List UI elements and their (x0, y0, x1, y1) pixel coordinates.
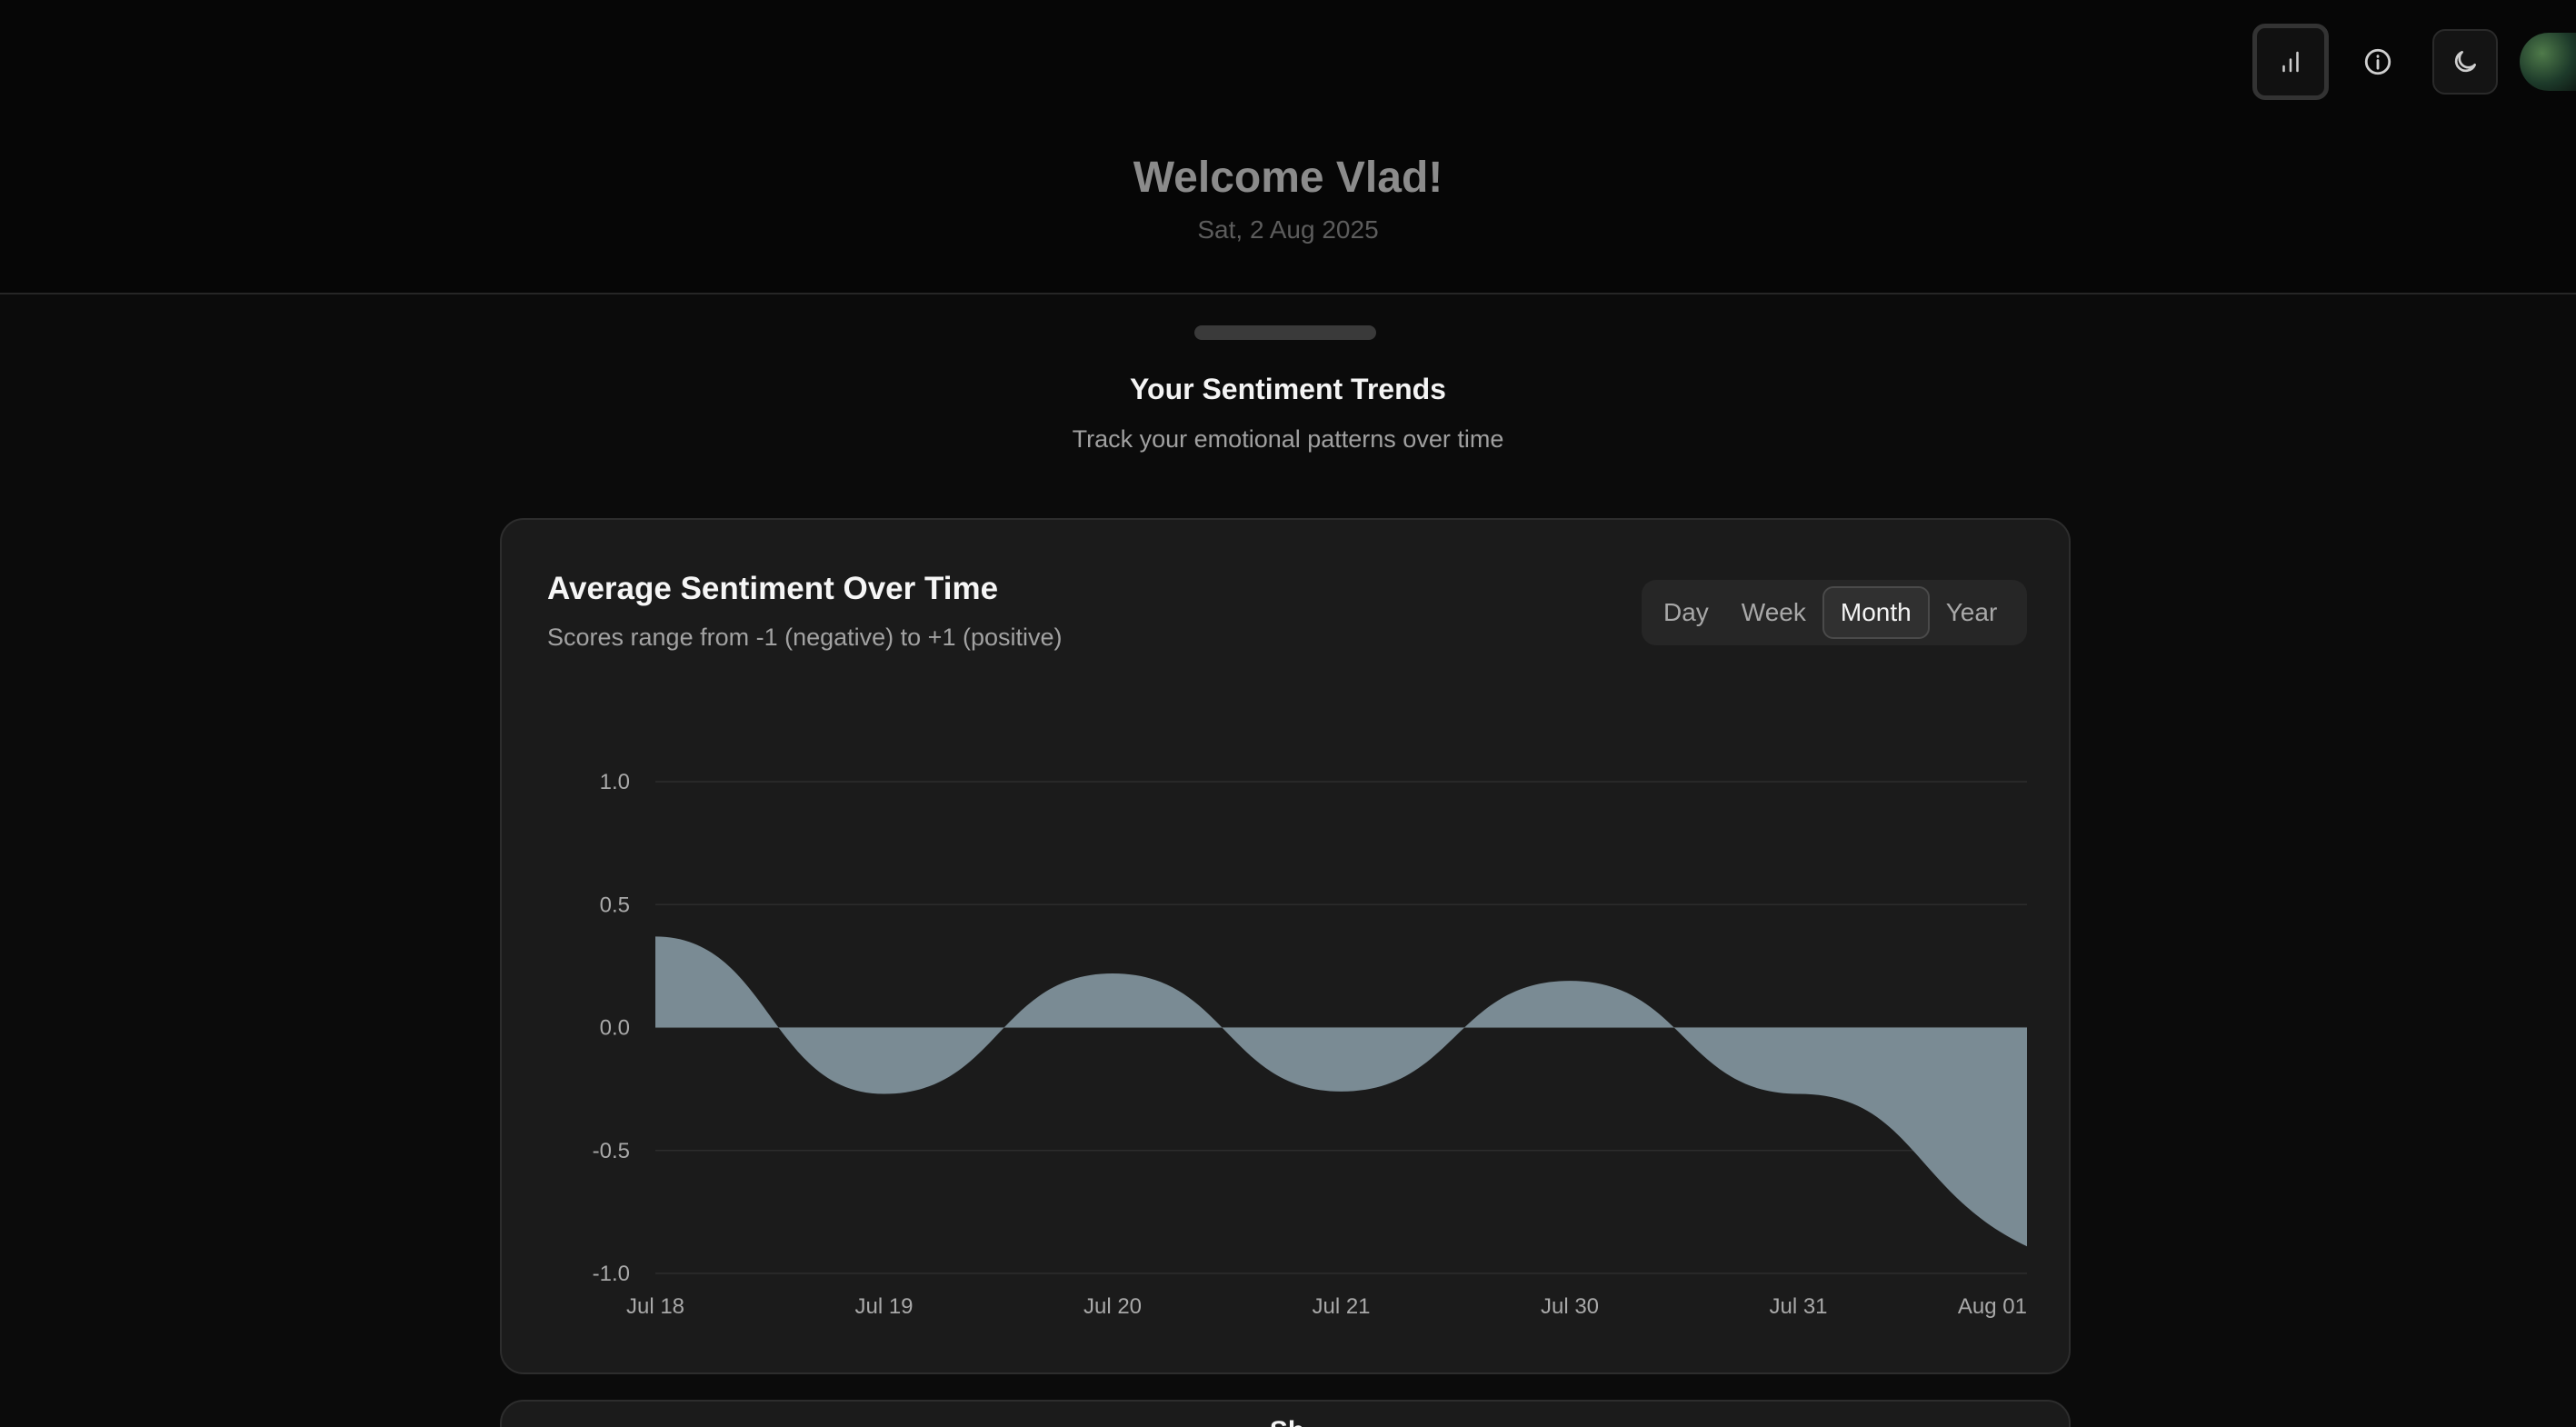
y-tick-label: -0.5 (593, 1139, 630, 1163)
sentiment-area-chart: 1.0 0.5 0.0 -0.5 -1.0 Jul 18 Jul 19 Jul 20 Jul 2… (593, 770, 2027, 1319)
x-tick-label: Jul 19 (854, 1294, 913, 1319)
x-tick-label: Jul 30 (1541, 1294, 1599, 1319)
range-day[interactable]: Day (1663, 598, 1709, 626)
moon-icon (2454, 51, 2476, 73)
range-week[interactable]: Week (1741, 598, 1806, 626)
sheet-subtitle: Track your emotional patterns over time (1072, 425, 1504, 453)
bar-chart-icon (2282, 51, 2299, 73)
range-month[interactable]: Month (1822, 586, 1930, 639)
top-bar (0, 0, 2576, 127)
y-tick-label: 0.5 (600, 893, 630, 917)
next-card: Sh (500, 1400, 2071, 1427)
sentiment-area (655, 936, 2027, 1247)
welcome-header: Welcome Vlad! Sat, 2 Aug 2025 (0, 153, 2576, 244)
x-tick-label: Jul 18 (626, 1294, 684, 1319)
avatar[interactable] (2520, 33, 2576, 91)
info-button[interactable] (2345, 29, 2411, 95)
sheet-title: Your Sentiment Trends (1130, 373, 1446, 405)
sentiment-chart-card: Average Sentiment Over Time Scores range… (500, 518, 2071, 1374)
sentiment-sheet: Your Sentiment Trends Track your emotion… (0, 293, 2576, 1427)
quote-peek (0, 276, 2576, 293)
info-icon (2364, 48, 2391, 75)
y-tick-label: 1.0 (600, 770, 630, 794)
x-tick-label: Jul 20 (1083, 1294, 1142, 1319)
range-selector: Day Week Month Year (1642, 580, 2027, 645)
x-tick-label: Jul 31 (1769, 1294, 1827, 1319)
chart-title: Average Sentiment Over Time (547, 571, 999, 606)
stats-button[interactable] (2252, 24, 2329, 100)
next-card-title: Sh (502, 1416, 2069, 1427)
current-date: Sat, 2 Aug 2025 (1197, 215, 1379, 244)
range-year[interactable]: Year (1945, 598, 1998, 626)
y-tick-label: 0.0 (600, 1016, 630, 1041)
chart-subtitle: Scores range from -1 (negative) to +1 (p… (547, 624, 1063, 651)
y-tick-label: -1.0 (593, 1262, 630, 1286)
welcome-title: Welcome Vlad! (1133, 154, 1443, 202)
sheet-drag-handle[interactable] (1194, 325, 1376, 340)
x-tick-label: Jul 21 (1312, 1294, 1370, 1319)
theme-toggle-button[interactable] (2432, 29, 2498, 95)
x-tick-label: Aug 01 (1958, 1294, 2027, 1319)
